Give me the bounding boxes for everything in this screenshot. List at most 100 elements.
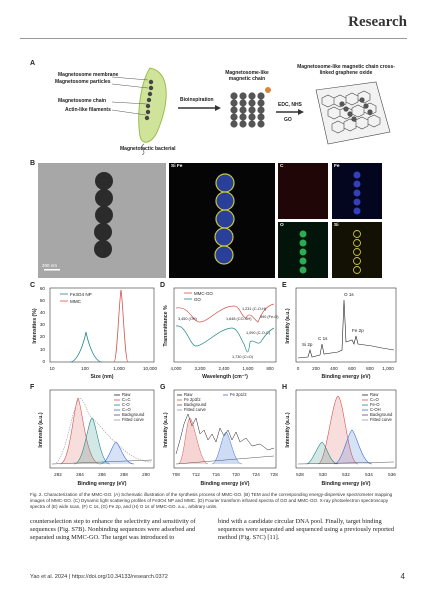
d-annot-2: 590 (Fe-O) — [260, 315, 279, 319]
body-text-left: counterselection step to enhance the sel… — [30, 518, 196, 542]
chart-f-label: F — [30, 384, 35, 391]
eds-c-label: C — [280, 164, 284, 169]
e-peak-si2p: Si 2p — [302, 342, 313, 347]
bacterium-shape — [138, 67, 167, 143]
h-xtick-1: 530 — [319, 472, 327, 477]
eds-o-label: O — [280, 223, 284, 228]
series-mmc — [113, 289, 129, 363]
label-chain-title: Magnetosome-like magnetic chain — [225, 70, 269, 82]
tem-image: 200 nm — [38, 163, 166, 278]
d-annot-4: 1,090 (C-O-C) — [246, 331, 271, 335]
g-legend-1: Fe 2p3/2 — [184, 397, 201, 402]
eds-fe-label: Fe — [334, 164, 340, 169]
f-legend-4: Background — [122, 412, 145, 417]
c-ytick-3: 30 — [40, 322, 46, 327]
graphene-sheet — [315, 81, 391, 145]
h-legend-2: Fe-O — [370, 402, 380, 407]
eds-si-label: Si — [334, 223, 339, 228]
eds-map-c: C — [278, 163, 328, 219]
c-xtick-3: 10,000 — [143, 366, 157, 371]
chart-h-label: H — [282, 384, 288, 391]
g-xtick-2: 716 — [212, 472, 220, 477]
series-go — [175, 325, 275, 353]
panel-a: A — [30, 60, 400, 155]
g-xtick-4: 724 — [252, 472, 260, 477]
eds-map-si-fe: Si Fe — [169, 163, 275, 278]
d-xlabel: Wavelength (cm⁻¹) — [202, 374, 248, 380]
e-peak-o1s: O 1s — [344, 292, 354, 297]
d-xtick-3: 1,600 — [243, 366, 255, 371]
c-ytick-0: 0 — [42, 359, 45, 364]
g-xtick-5: 728 — [270, 472, 278, 477]
g-xtick-3: 720 — [232, 472, 240, 477]
g-background — [175, 455, 275, 465]
header-divider — [20, 38, 407, 39]
label-magnetosome-particles: Magnetosome particles — [55, 79, 111, 85]
chart-f-svg: Raw C=C C-O C=O Background Fitted curve … — [38, 389, 155, 487]
f-xtick-1: 284 — [76, 472, 84, 477]
flagellum — [141, 143, 145, 155]
g-raw — [175, 413, 275, 455]
tem-chain — [44, 172, 113, 271]
f-cc — [59, 397, 101, 465]
label-magnetosome-chain: Magnetosome chain — [58, 98, 107, 104]
label-crosslinked-title: Magnetosome-like magnetic chain cross-li… — [297, 64, 395, 76]
chart-c: C 0 10 20 30 40 50 60 10 100 1,000 10,00… — [30, 282, 158, 380]
h-legend-5: Fitted curve — [370, 417, 393, 422]
h-cdouble-o — [317, 395, 359, 465]
d-xtick-0: 4,000 — [171, 366, 183, 371]
eds-map-o: O — [278, 222, 328, 278]
h-xtick-0: 528 — [296, 472, 304, 477]
c-ytick-1: 10 — [40, 347, 46, 352]
eds-map-fe: Fe — [332, 163, 382, 219]
g-legend-3: Background — [184, 402, 207, 407]
bead-chains — [230, 87, 271, 128]
chart-e-svg: O 1s Si 2p C 1s Fe 2p 0 200 400 600 800 … — [285, 287, 397, 380]
c-ytick-5: 50 — [40, 298, 46, 303]
h-xtick-3: 534 — [365, 472, 373, 477]
e-xlabel: Binding energy (eV) — [322, 374, 371, 380]
panel-a-figure — [111, 67, 391, 155]
chart-h-svg: Raw C=O Fe-O C-OH Background Fitted curv… — [285, 389, 397, 487]
h-legend-3: C-OH — [370, 407, 381, 412]
c-xlabel: Size (nm) — [90, 374, 113, 380]
series-wide-scan — [297, 299, 395, 359]
chart-f: F Raw C=C C-O C=O Background Fitted curv… — [30, 384, 158, 488]
d-xtick-2: 2,400 — [219, 366, 231, 371]
f-fitted — [53, 397, 153, 465]
chart-g-svg: Raw Fe 2p3/2 Fe 2p1/2 Background Fitted … — [163, 389, 278, 487]
f-xtick-3: 288 — [120, 472, 128, 477]
label-edc-nhs: EDC, NHS — [278, 102, 302, 108]
label-magnetotactic-bacterial: Magnetotactic bacterial — [120, 146, 176, 152]
e-xtick-4: 800 — [366, 366, 374, 371]
e-xtick-2: 400 — [330, 366, 338, 371]
e-peak-fe2p: Fe 2p — [352, 328, 364, 333]
e-peak-c1s: C 1s — [318, 336, 328, 341]
c-xtick-1: 100 — [81, 366, 89, 371]
journal-title: Research — [348, 14, 407, 30]
f-legend-3: C=O — [122, 407, 131, 412]
chart-g-label: G — [160, 384, 166, 391]
d-xtick-1: 3,200 — [195, 366, 207, 371]
chart-e: E O 1s Si 2p C 1s Fe 2p 0 200 400 600 80… — [282, 282, 400, 380]
chart-g: G Raw Fe 2p3/2 Fe 2p1/2 Background Fitte… — [160, 384, 280, 488]
f-legend-1: C=C — [122, 397, 131, 402]
f-background — [51, 459, 153, 465]
c-legend-1: MMC — [70, 299, 82, 304]
citation-link[interactable]: Yao et al. 2024 | https://doi.org/10.341… — [30, 574, 168, 580]
h-legend-0: Raw — [370, 392, 379, 397]
d-ylabel: Transmittance % — [163, 305, 169, 347]
g-xtick-1: 712 — [192, 472, 200, 477]
chart-d-label: D — [160, 282, 166, 289]
e-xtick-5: 1,000 — [382, 366, 394, 371]
c-ytick-6: 60 — [40, 286, 46, 291]
c-legend-0: Fe3O4 NP — [70, 292, 92, 297]
label-magnetosome-membrane: Magnetosome membrane — [58, 72, 119, 78]
g-ylabel: Intensity (a.u.) — [163, 412, 169, 447]
e-xtick-0: 0 — [297, 366, 300, 371]
g-legend-2: Fe 2p1/2 — [230, 392, 247, 397]
f-legend-0: Raw — [122, 392, 131, 397]
h-ylabel: Intensity (a.u.) — [285, 412, 291, 447]
series-mmc-go — [175, 303, 275, 323]
e-xtick-1: 200 — [312, 366, 320, 371]
